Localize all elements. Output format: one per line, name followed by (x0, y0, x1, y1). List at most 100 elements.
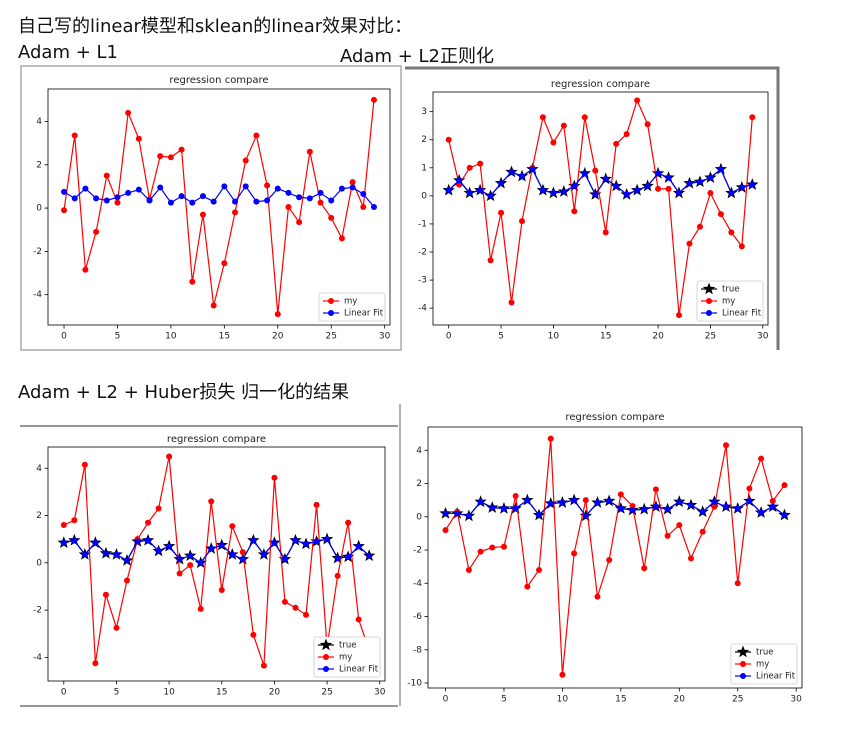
x-tick-label: 30 (790, 695, 802, 705)
point (328, 310, 334, 316)
point (60, 539, 67, 546)
point (594, 499, 601, 506)
point (264, 197, 271, 204)
point (349, 179, 356, 186)
point (113, 551, 120, 558)
point (634, 97, 641, 104)
point (242, 183, 249, 190)
point (536, 566, 543, 573)
x-tick-label: 0 (61, 688, 67, 698)
point (749, 114, 756, 121)
point (125, 109, 132, 116)
point (686, 180, 693, 187)
point (345, 553, 352, 560)
point (524, 497, 531, 504)
point (145, 537, 152, 544)
legend-box (696, 280, 764, 322)
point (334, 555, 341, 562)
point (781, 482, 788, 489)
point (769, 503, 776, 510)
point (82, 266, 89, 273)
point (687, 555, 694, 562)
point (134, 538, 141, 545)
point (518, 173, 525, 180)
point (93, 228, 100, 235)
intro-text: 自己写的linear模型和sklean的linear效果对比： (18, 16, 413, 37)
point (582, 512, 589, 519)
x-tick-label: 5 (501, 695, 507, 705)
x-tick-label: 15 (615, 695, 626, 705)
point (334, 572, 341, 579)
point (676, 190, 683, 197)
point (664, 506, 671, 513)
point (581, 114, 588, 121)
point (734, 580, 741, 587)
x-tick-label: 30 (374, 688, 386, 698)
x-tick-label: 20 (272, 332, 284, 342)
point (114, 194, 121, 201)
point (629, 502, 636, 509)
point (728, 190, 735, 197)
point (281, 598, 288, 605)
point (560, 188, 567, 195)
point (442, 510, 449, 517)
point (92, 539, 99, 546)
point (559, 499, 566, 506)
point (366, 552, 373, 559)
point (477, 548, 484, 555)
point (229, 523, 236, 530)
point (539, 114, 546, 121)
y-tick-label: 0 (416, 512, 422, 522)
point (644, 183, 651, 190)
y-tick-label: -2 (418, 248, 427, 258)
point (323, 666, 329, 672)
y-tick-label: 2 (421, 135, 427, 145)
point (208, 545, 215, 552)
y-tick-label: -2 (413, 546, 422, 556)
point (641, 506, 648, 513)
point (221, 260, 228, 267)
point (652, 503, 659, 510)
point (271, 539, 278, 546)
legend-box (318, 292, 386, 322)
point (355, 616, 362, 623)
point (707, 174, 714, 181)
point (602, 229, 609, 236)
y-tick-label: 2 (36, 511, 42, 521)
x-tick-label: 15 (219, 332, 230, 342)
point (370, 204, 377, 210)
x-tick-label: 25 (705, 332, 716, 342)
point (102, 591, 109, 598)
x-tick-label: 25 (732, 695, 743, 705)
point (487, 257, 494, 264)
point (187, 562, 194, 569)
y-tick-label: 2 (36, 160, 42, 170)
point (114, 199, 121, 206)
point (617, 491, 624, 498)
point (508, 299, 515, 306)
point (239, 556, 246, 563)
point (623, 131, 630, 138)
legend-box (313, 636, 381, 678)
point (465, 512, 472, 519)
y-tick-label: -2 (33, 247, 42, 257)
chart-title: regression compare (169, 75, 268, 86)
x-tick-label: 15 (600, 332, 611, 342)
point (306, 195, 313, 202)
point (313, 501, 320, 508)
point (550, 190, 557, 197)
point (155, 505, 162, 512)
point (187, 552, 194, 559)
point (317, 199, 324, 206)
point (306, 148, 313, 155)
point (242, 157, 249, 164)
point (93, 195, 100, 202)
point (260, 551, 267, 558)
point (61, 188, 68, 195)
point (571, 208, 578, 215)
y-tick-label: 4 (416, 446, 422, 456)
point (594, 593, 601, 600)
point (500, 505, 507, 512)
point (274, 311, 281, 318)
